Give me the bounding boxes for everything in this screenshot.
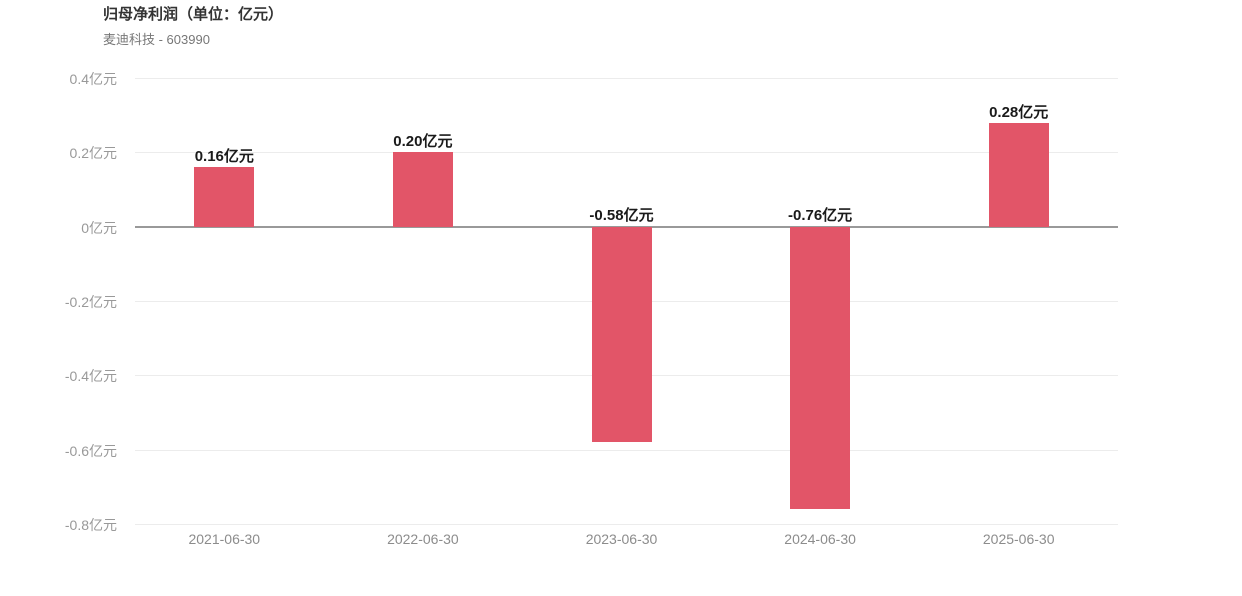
y-axis-tick-label: 0.2亿元 [69, 145, 117, 162]
bar[interactable] [790, 226, 851, 510]
y-axis-tick-label: -0.2亿元 [64, 294, 117, 310]
bar-value-label: 0.16亿元 [194, 148, 254, 166]
gridline [135, 152, 1118, 154]
y-axis-tick-label: -0.8亿元 [64, 517, 117, 533]
x-axis-tick-label: 2024-06-30 [784, 531, 856, 547]
x-axis-tick-label: 2025-06-30 [982, 531, 1055, 547]
bar-value-label: 0.20亿元 [393, 133, 453, 151]
bar[interactable] [591, 226, 652, 443]
y-axis-tick-label: -0.4亿元 [64, 368, 117, 385]
x-axis-tick-label: 2022-06-30 [387, 531, 459, 547]
x-axis-tick-label: 2023-06-30 [585, 531, 658, 547]
bar[interactable] [194, 167, 255, 227]
bar-value-label: 0.28亿元 [989, 103, 1049, 121]
bar[interactable] [392, 152, 453, 227]
gridline [135, 524, 1118, 525]
y-axis-tick-label: 0亿元 [81, 219, 117, 236]
bar[interactable] [988, 122, 1049, 227]
gridline [135, 78, 1118, 79]
gridline [135, 449, 1118, 451]
chart-title: 归母净利润（单位：亿元） [103, 6, 284, 23]
x-axis-tick-label: 2021-06-30 [188, 531, 261, 547]
y-axis-tick-label: 0.4亿元 [69, 71, 117, 87]
chart-subtitle: 麦迪科技 - 603990 [103, 32, 210, 47]
bar-value-label: -0.76亿元 [787, 206, 853, 224]
bar-value-label: -0.58亿元 [589, 206, 654, 224]
y-axis-tick-label: -0.6亿元 [64, 442, 117, 459]
